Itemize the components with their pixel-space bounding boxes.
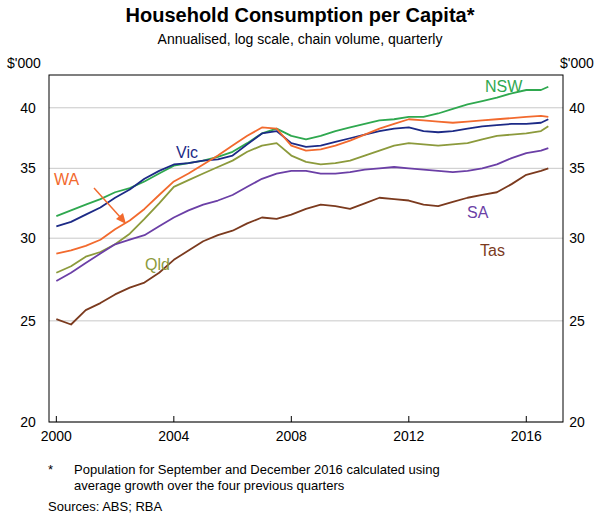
y2-tick-label: 40: [569, 100, 585, 116]
series-line: [56, 148, 548, 281]
series-label: Tas: [480, 242, 505, 259]
x-tick: [291, 416, 292, 422]
x-tick: [526, 416, 527, 422]
series-label: Qld: [145, 256, 170, 273]
y-tick-label: 40: [20, 100, 36, 116]
x-tick-label: 2000: [41, 428, 72, 444]
series-label: WA: [54, 171, 80, 188]
series-label: NSW: [485, 78, 523, 95]
grid-line: [49, 238, 563, 239]
footnote-marker: *: [48, 462, 53, 477]
x-tick: [408, 416, 409, 422]
source: Sources: ABS; RBA: [48, 499, 162, 514]
grid-line: [49, 320, 563, 321]
x-tick-label: 2012: [393, 428, 424, 444]
y-tick-label: 25: [20, 313, 36, 329]
y2-axis-label: $'000: [560, 55, 594, 71]
y2-tick-label: 30: [569, 230, 585, 246]
footnote: Population for September and December 20…: [74, 462, 440, 477]
series-label: Vic: [176, 144, 198, 161]
series-label: SA: [467, 204, 489, 221]
y2-tick-label: 25: [569, 313, 585, 329]
series-line: [56, 126, 548, 272]
x-tick-label: 2004: [158, 428, 189, 444]
series-line: [56, 168, 548, 324]
title: Household Consumption per Capita*: [126, 4, 475, 26]
y-tick-label: 35: [20, 160, 36, 176]
x-tick: [56, 416, 57, 422]
plot-frame: [49, 75, 563, 422]
footnote: average growth over the four previous qu…: [74, 478, 345, 493]
plot-area: [56, 87, 548, 325]
grid-line: [49, 107, 563, 108]
y-axis-label: $'000: [7, 55, 41, 71]
annotation-arrowhead: [116, 213, 126, 224]
annotation-arrow: [94, 188, 121, 218]
x-tick: [173, 416, 174, 422]
y-tick-label: 30: [20, 230, 36, 246]
x-tick-label: 2016: [511, 428, 542, 444]
y2-tick-label: 20: [569, 414, 585, 430]
subtitle: Annualised, log scale, chain volume, qua…: [158, 31, 443, 47]
chart: Household Consumption per Capita* Annuali…: [0, 0, 600, 519]
x-tick-label: 2008: [276, 428, 307, 444]
y-tick-label: 20: [20, 414, 36, 430]
y2-tick-label: 35: [569, 160, 585, 176]
